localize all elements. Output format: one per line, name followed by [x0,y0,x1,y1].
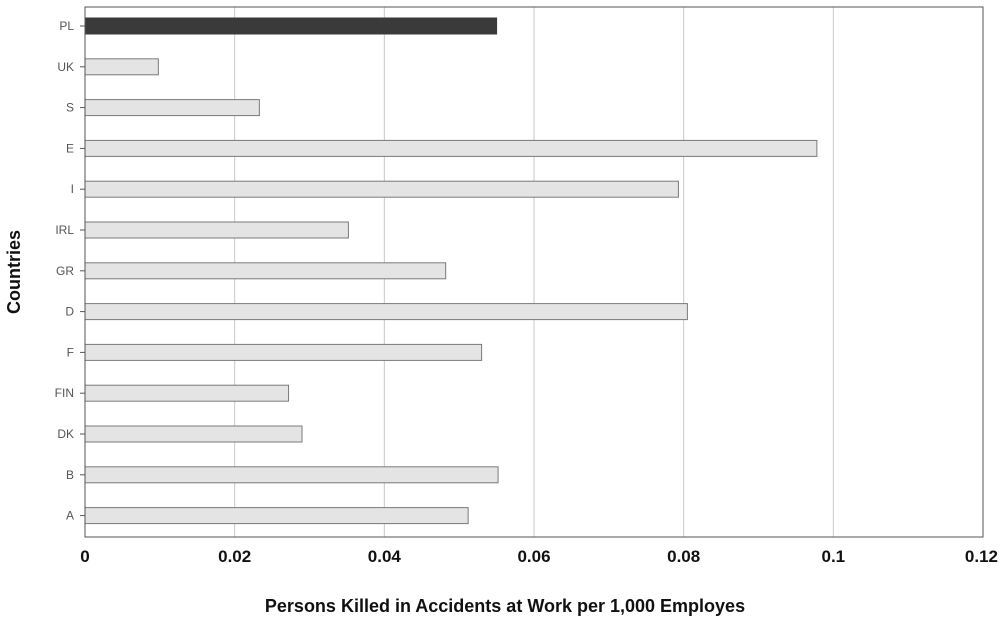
x-tick-label: 0.12 [965,547,998,566]
x-tick-label: 0.04 [368,547,402,566]
bar-gr [84,262,447,280]
bar-e [84,139,818,157]
bar-a [84,507,469,525]
y-tick-label-fin: FIN [55,386,74,400]
bars [84,17,818,525]
y-tick-label-uk: UK [57,60,74,74]
y-tick-label-b: B [66,468,74,482]
x-tick-label: 0.1 [822,547,846,566]
y-tick-label-s: S [66,101,74,115]
y-tick-label-i: I [71,182,74,196]
x-tick-label: 0.06 [517,547,550,566]
bar-irl [84,221,349,239]
bar-f [84,343,483,361]
bar-pl [84,17,498,35]
bar-s [84,99,260,117]
bar-uk [84,58,159,76]
y-tick-label-a: A [66,509,74,523]
y-tick-label-f: F [67,345,74,359]
y-tick-label-gr: GR [56,264,74,278]
bar-b [84,466,499,484]
y-axis-label: Countries [4,230,24,314]
y-tick-labels: PL UK S E I IRL GR D F FIN DK B A [55,19,85,523]
gridlines [234,7,834,537]
y-tick-label-dk: DK [57,427,74,441]
plot-border [84,6,984,538]
bar-fin [84,384,290,402]
y-tick-label-pl: PL [59,19,74,33]
y-tick-label-e: E [66,141,74,155]
x-tick-label: 0.02 [218,547,251,566]
bar-i [84,180,679,198]
bar-dk [84,425,303,443]
x-tick-labels: 0 0.02 0.04 0.06 0.08 0.1 0.12 [80,547,998,566]
plot-frame [84,6,984,538]
x-tick-label: 0 [80,547,89,566]
x-axis-label: Persons Killed in Accidents at Work per … [265,596,745,616]
x-tick-label: 0.08 [667,547,700,566]
y-tick-label-irl: IRL [55,223,74,237]
y-tick-label-d: D [65,305,74,319]
bar-d [84,303,688,321]
